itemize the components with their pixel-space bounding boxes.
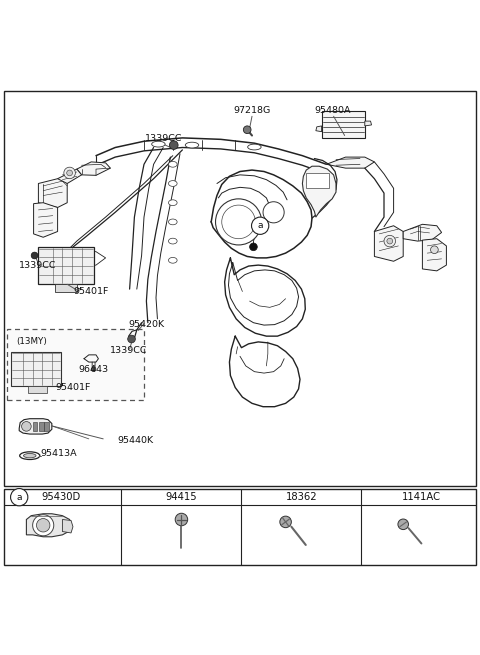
Polygon shape	[374, 226, 403, 261]
FancyBboxPatch shape	[7, 329, 144, 400]
Polygon shape	[422, 238, 446, 271]
Text: 96443: 96443	[79, 365, 108, 374]
Text: 1339CC: 1339CC	[19, 261, 56, 270]
Circle shape	[384, 235, 396, 247]
Ellipse shape	[24, 453, 36, 458]
Polygon shape	[403, 224, 442, 241]
Ellipse shape	[248, 144, 261, 150]
Text: 1339CC: 1339CC	[144, 134, 182, 143]
Text: 95413A: 95413A	[40, 449, 77, 458]
Ellipse shape	[168, 200, 177, 206]
Polygon shape	[316, 126, 322, 132]
Polygon shape	[34, 202, 58, 237]
Ellipse shape	[152, 141, 165, 147]
Ellipse shape	[20, 452, 40, 460]
Text: 95430D: 95430D	[42, 492, 81, 502]
Bar	[4, 489, 476, 565]
Ellipse shape	[168, 238, 177, 244]
Circle shape	[67, 170, 72, 176]
Circle shape	[398, 519, 408, 530]
Bar	[55, 284, 77, 291]
Bar	[44, 422, 49, 431]
Circle shape	[128, 335, 135, 343]
Polygon shape	[302, 166, 336, 217]
Circle shape	[243, 126, 251, 134]
Polygon shape	[62, 519, 73, 533]
Text: 18362: 18362	[286, 492, 317, 502]
Bar	[38, 247, 94, 284]
Bar	[306, 173, 329, 188]
Ellipse shape	[168, 257, 177, 263]
Polygon shape	[365, 121, 372, 126]
Polygon shape	[58, 169, 82, 183]
Circle shape	[169, 141, 178, 149]
Circle shape	[280, 516, 291, 528]
Polygon shape	[19, 419, 52, 434]
Circle shape	[91, 367, 96, 371]
Circle shape	[36, 519, 50, 532]
Polygon shape	[77, 162, 110, 176]
Circle shape	[431, 246, 438, 253]
Text: 97218G: 97218G	[233, 106, 271, 115]
Circle shape	[64, 167, 75, 179]
Polygon shape	[38, 179, 67, 208]
Text: 95401F: 95401F	[56, 383, 91, 392]
Circle shape	[222, 205, 255, 238]
Text: a: a	[257, 221, 263, 231]
Circle shape	[216, 199, 262, 245]
Ellipse shape	[168, 219, 177, 225]
Bar	[33, 422, 37, 431]
Ellipse shape	[168, 161, 177, 167]
Text: 95401F: 95401F	[73, 288, 109, 297]
Ellipse shape	[168, 181, 177, 187]
Text: 1339CC: 1339CC	[110, 346, 147, 354]
Circle shape	[252, 217, 269, 234]
Text: 94415: 94415	[166, 492, 197, 502]
Ellipse shape	[185, 142, 199, 148]
Bar	[4, 91, 476, 486]
Circle shape	[11, 489, 28, 506]
Text: 95440K: 95440K	[118, 436, 154, 445]
Circle shape	[22, 422, 31, 431]
Circle shape	[31, 252, 38, 259]
Circle shape	[33, 515, 54, 536]
Text: 1141AC: 1141AC	[402, 492, 441, 502]
Circle shape	[175, 514, 188, 526]
Text: a: a	[16, 493, 22, 502]
Bar	[11, 352, 61, 386]
Polygon shape	[26, 514, 71, 537]
Text: (13MY): (13MY)	[16, 337, 47, 346]
Bar	[322, 111, 365, 138]
Bar	[28, 386, 47, 393]
Bar	[39, 422, 44, 431]
Polygon shape	[326, 157, 374, 168]
Text: 95480A: 95480A	[314, 106, 351, 115]
Text: 95420K: 95420K	[128, 320, 165, 329]
Circle shape	[250, 243, 257, 251]
Circle shape	[387, 238, 393, 244]
Circle shape	[263, 202, 284, 223]
